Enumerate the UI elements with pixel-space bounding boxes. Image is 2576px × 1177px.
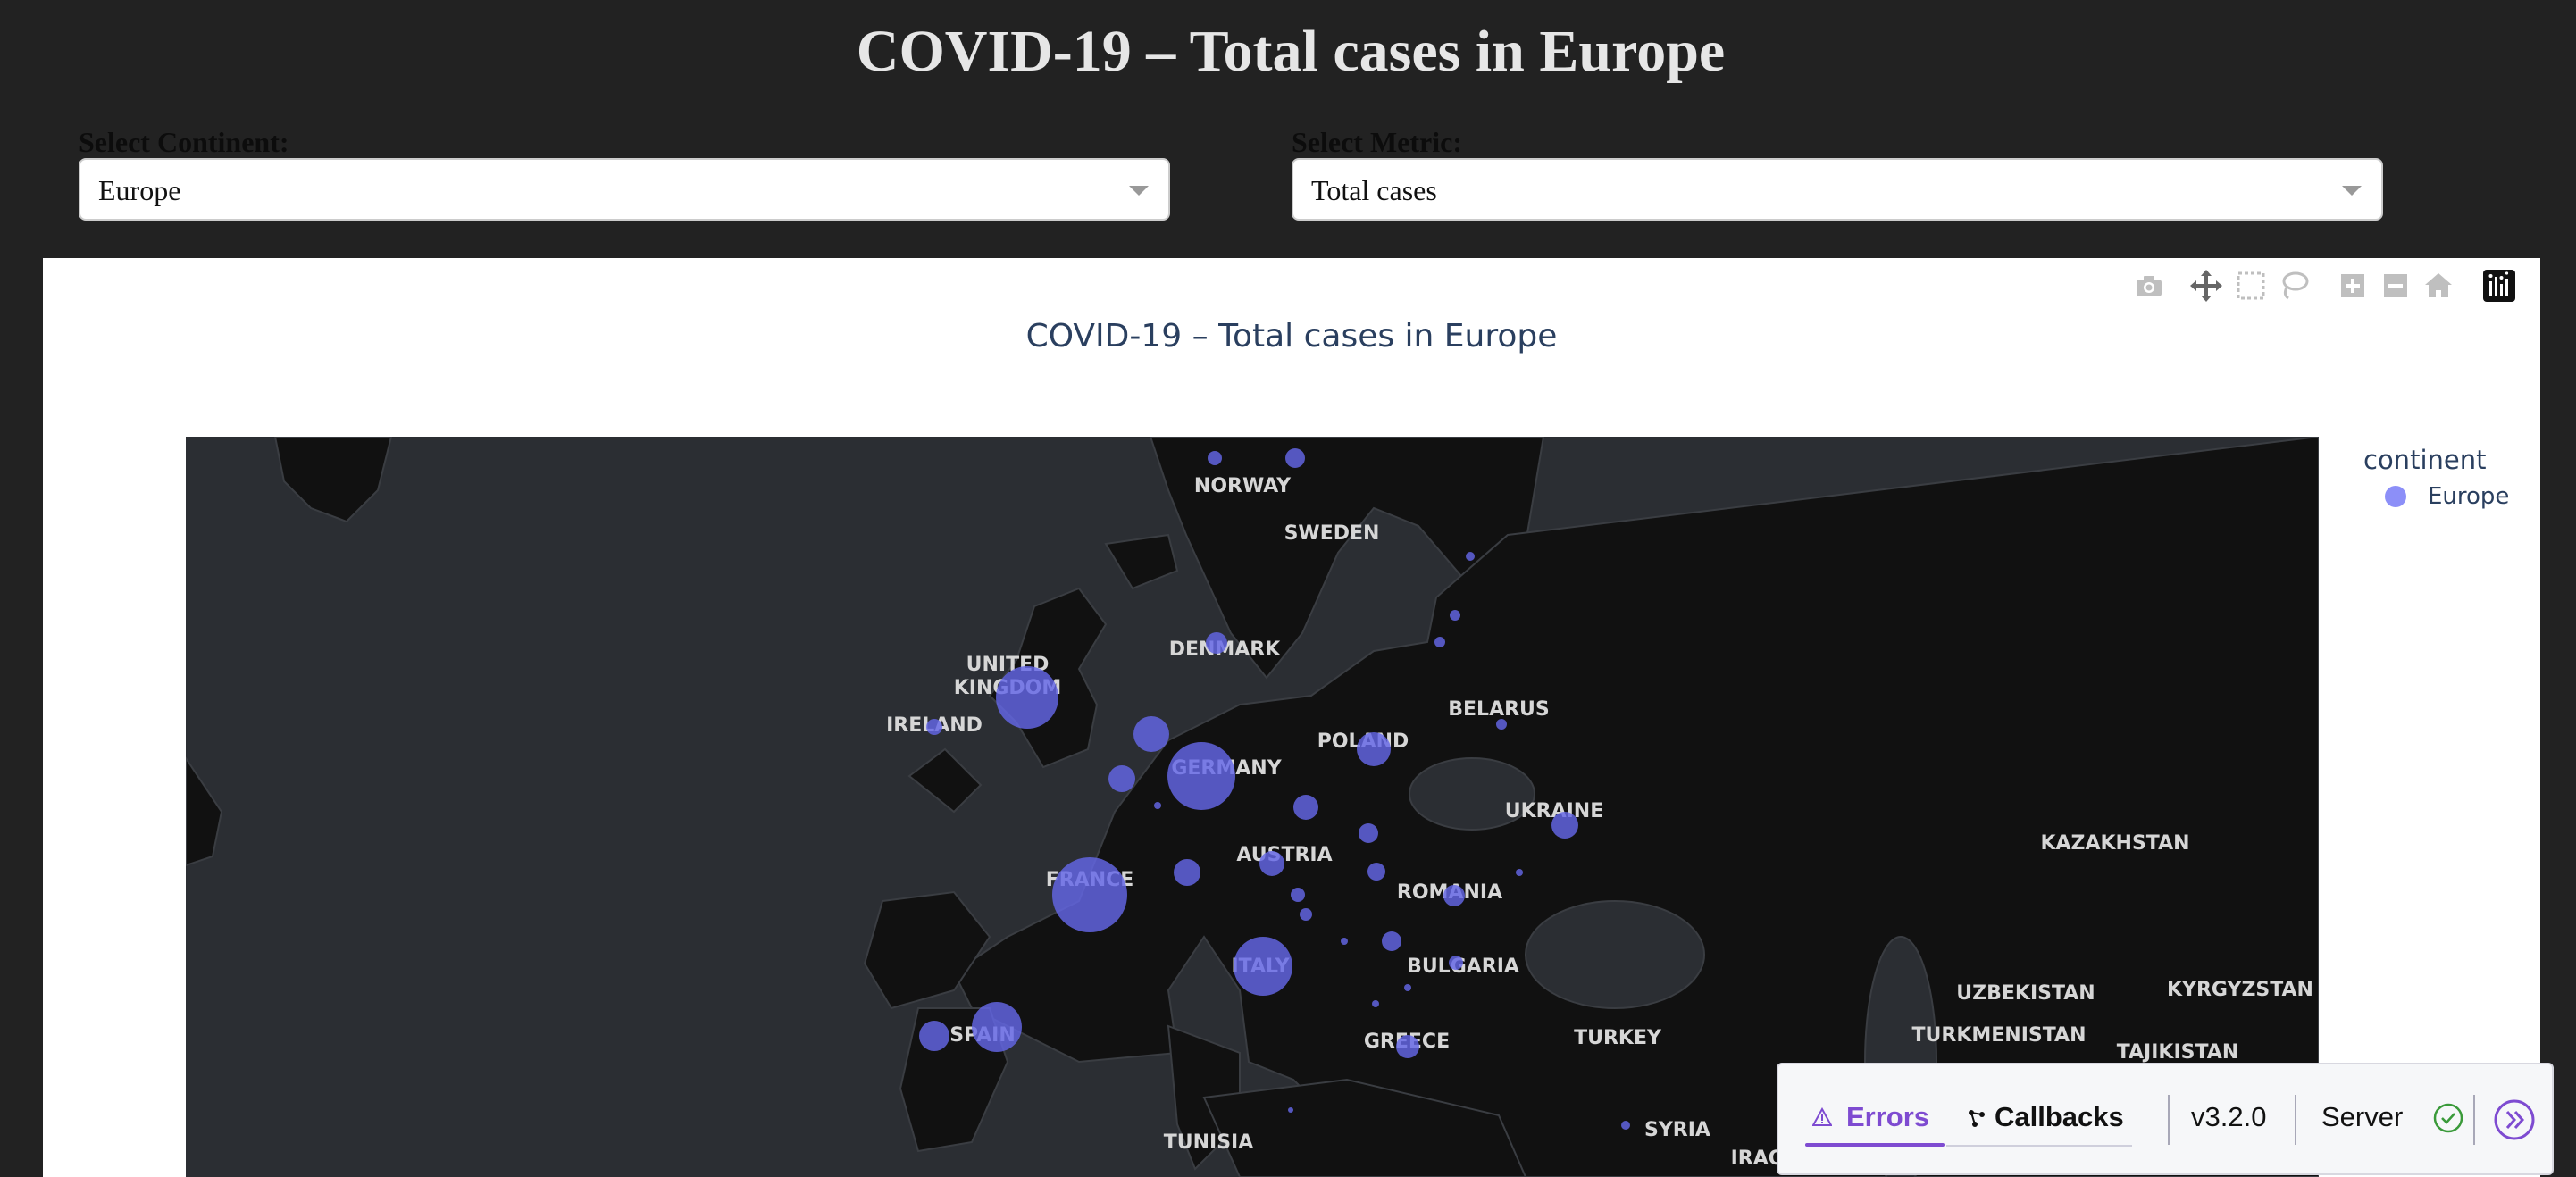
bubble-marker[interactable] (1174, 859, 1200, 886)
bubble-marker[interactable] (1293, 795, 1318, 820)
bubble-marker[interactable] (1341, 938, 1348, 945)
chart-title: COVID-19 – Total cases in Europe (1025, 318, 1558, 355)
callbacks-graph-icon (1966, 1107, 1987, 1133)
bubble-marker[interactable] (1206, 632, 1227, 654)
bubble-marker[interactable] (1288, 1107, 1293, 1113)
bubble-marker[interactable] (1108, 765, 1135, 792)
metric-dropdown-value: Total cases (1311, 174, 1437, 206)
map-label-belarus: BELARUS (1448, 698, 1550, 721)
server-label: Server (2321, 1101, 2404, 1132)
camera-icon[interactable] (2131, 268, 2167, 304)
chevron-down-icon[interactable] (2342, 186, 2362, 196)
bubble-marker[interactable] (926, 719, 942, 735)
bubble-marker[interactable] (1466, 552, 1475, 561)
bubble-marker[interactable] (1382, 931, 1401, 951)
errors-tab-underline (1805, 1143, 1945, 1147)
bubble-marker[interactable] (919, 1021, 949, 1051)
map-area[interactable]: NORWAY SWEDEN DENMARK UNITED KINGDOM IRE… (186, 437, 2319, 1177)
map-label-austria: AUSTRIA (1236, 844, 1332, 866)
bubble-marker[interactable] (1052, 857, 1127, 932)
map-label-iraq: IRAQ (1731, 1148, 1786, 1170)
bubble-marker[interactable] (1154, 802, 1161, 809)
version-label: v3.2.0 (2191, 1101, 2267, 1132)
bubble-marker[interactable] (1291, 888, 1305, 902)
map-label-turkmenistan: TURKMENISTAN (1912, 1024, 2087, 1047)
bubble-marker[interactable] (1450, 610, 1460, 621)
map-label-uzbekistan: UZBEKISTAN (1956, 982, 2095, 1005)
map-label-norway: NORWAY (1194, 475, 1292, 497)
page-title: COVID-19 – Total cases in Europe (856, 19, 1726, 84)
europe-map[interactable]: NORWAY SWEDEN DENMARK UNITED KINGDOM IRE… (186, 437, 2319, 1177)
map-label-tajikistan: TAJIKISTAN (2117, 1041, 2239, 1064)
map-label-kyrgyzstan: KYRGYZSTAN (2167, 979, 2313, 1001)
metric-label: Select Metric: (1292, 126, 1462, 158)
legend-marker (2385, 486, 2406, 507)
server-ok-check-icon (2432, 1102, 2464, 1139)
bubble-marker[interactable] (1449, 956, 1463, 970)
map-label-syria: SYRIA (1644, 1119, 1710, 1141)
errors-tab[interactable]: Errors (1846, 1101, 1930, 1132)
lasso-icon[interactable] (2276, 268, 2312, 304)
map-label-turkey: TURKEY (1574, 1027, 1662, 1049)
continent-label: Select Continent: (79, 126, 289, 158)
box-select-icon[interactable] (2233, 268, 2269, 304)
divider (2473, 1095, 2475, 1145)
metric-dropdown[interactable]: Total cases (1292, 158, 2383, 221)
pan-icon[interactable] (2188, 268, 2224, 304)
map-label-kazakhstan: KAZAKHSTAN (2040, 832, 2189, 855)
plotly-logo-icon[interactable] (2481, 268, 2517, 304)
modebar (2131, 268, 2533, 304)
graph-panel: COVID-19 – Total cases in Europe (43, 258, 2540, 1177)
bubble-marker[interactable] (1357, 732, 1391, 766)
legend-title: continent (2363, 445, 2487, 475)
warning-icon (1811, 1106, 1833, 1131)
bubble-marker[interactable] (1300, 908, 1312, 921)
bubble-marker[interactable] (1359, 823, 1378, 843)
continent-dropdown-value: Europe (98, 174, 181, 206)
bubble-marker[interactable] (1443, 885, 1465, 906)
bubble-marker[interactable] (972, 1002, 1022, 1052)
bubble-marker[interactable] (1516, 869, 1523, 876)
bubble-marker[interactable] (996, 666, 1058, 729)
map-label-tunisia: TUNISIA (1164, 1131, 1254, 1154)
chevron-down-icon[interactable] (1129, 186, 1149, 196)
bubble-marker[interactable] (1167, 742, 1235, 810)
bubble-marker[interactable] (1367, 863, 1385, 881)
zoom-in-icon[interactable] (2335, 268, 2371, 304)
bubble-marker[interactable] (1285, 448, 1305, 468)
bubble-marker[interactable] (1496, 719, 1507, 730)
legend-label: Europe (2428, 483, 2510, 510)
dash-devtools-bar: Errors Callbacks v3.2.0 Server (1777, 1063, 2554, 1175)
bubble-marker[interactable] (1434, 637, 1445, 647)
divider (2168, 1095, 2170, 1145)
bubble-marker[interactable] (1621, 1121, 1630, 1130)
reset-home-icon[interactable] (2421, 268, 2456, 304)
bubble-marker[interactable] (1234, 937, 1292, 996)
bubble-marker[interactable] (1404, 984, 1411, 991)
bubble-marker[interactable] (1259, 851, 1284, 876)
map-label-sweden: SWEDEN (1284, 522, 1380, 545)
bubble-marker[interactable] (1551, 812, 1578, 839)
bubble-marker[interactable] (1208, 451, 1222, 465)
divider (2295, 1095, 2296, 1145)
callbacks-tab[interactable]: Callbacks (1995, 1101, 2124, 1132)
continent-dropdown[interactable]: Europe (79, 158, 1170, 221)
map-label-bulgaria: BULGARIA (1407, 956, 1519, 978)
bubble-marker[interactable] (1396, 1035, 1419, 1058)
bubble-marker[interactable] (1133, 716, 1169, 752)
bubble-layer (919, 448, 1630, 1130)
callbacks-tab-underline (1946, 1145, 2132, 1147)
expand-devtools-icon[interactable] (2493, 1098, 2536, 1146)
zoom-out-icon[interactable] (2378, 268, 2413, 304)
bubble-marker[interactable] (1372, 1000, 1379, 1007)
